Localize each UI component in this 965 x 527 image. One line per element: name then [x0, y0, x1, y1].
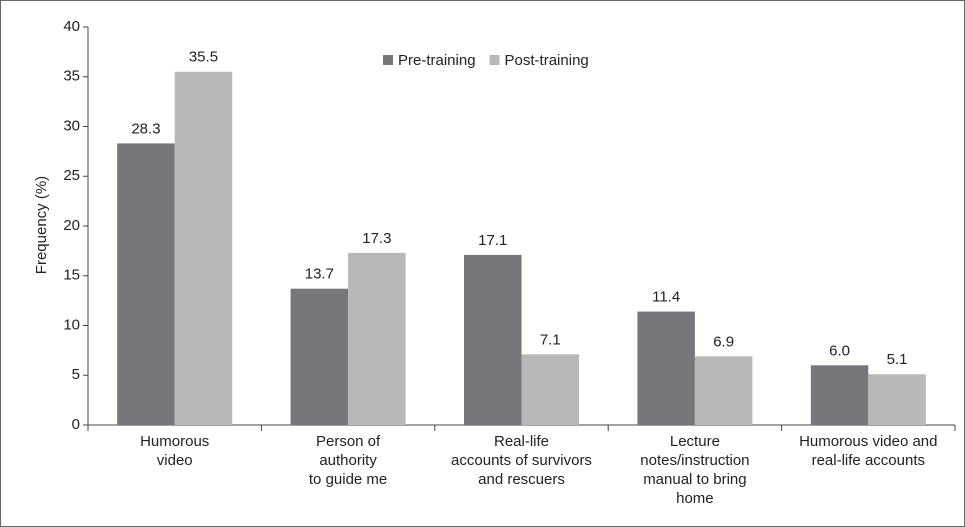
legend-label: Post-training	[505, 52, 589, 69]
x-tick-label: home	[676, 490, 714, 507]
bar	[174, 71, 233, 426]
value-label: 11.4	[652, 289, 680, 306]
bar	[637, 311, 695, 425]
bar	[290, 288, 349, 425]
bar	[810, 365, 869, 425]
y-tick-label: 10	[63, 316, 80, 333]
bar	[117, 143, 175, 426]
value-label: 6.0	[829, 342, 850, 359]
value-label: 13.7	[305, 266, 334, 283]
value-label: 5.1	[887, 351, 908, 368]
y-tick-label: 0	[72, 416, 80, 433]
value-label: 17.3	[362, 230, 391, 247]
x-tick-label: Humorous video and	[799, 433, 937, 450]
x-tick-label: and rescuers	[478, 471, 565, 488]
bar	[868, 374, 926, 425]
x-tick-label: notes/instruction	[640, 452, 749, 469]
x-tick-label: Lecture	[670, 433, 720, 450]
y-tick-label: 35	[63, 68, 80, 85]
x-tick-label: Humorous	[140, 433, 209, 450]
value-label: 28.3	[131, 120, 160, 137]
bar	[464, 254, 522, 425]
x-tick-label: accounts of survivors	[451, 452, 592, 469]
value-label: 7.1	[540, 331, 561, 348]
value-label: 6.9	[713, 333, 734, 350]
y-tick-label: 15	[63, 267, 80, 284]
x-tick-label: video	[157, 452, 193, 469]
x-tick-label: Real-life	[494, 433, 549, 450]
y-tick-label: 5	[72, 366, 80, 383]
y-tick-label: 25	[63, 167, 80, 184]
x-tick-label: manual to bring	[643, 471, 746, 488]
x-tick-label: authority	[319, 452, 377, 469]
legend-label: Pre-training	[398, 52, 476, 69]
y-tick-label: 40	[63, 18, 80, 35]
bar	[694, 356, 753, 425]
x-tick-label: real-life accounts	[812, 452, 925, 469]
value-label: 17.1	[478, 232, 507, 249]
x-tick-label: to guide me	[309, 471, 387, 488]
value-label: 35.5	[189, 49, 218, 66]
bar	[348, 252, 406, 425]
legend-swatch	[383, 55, 393, 65]
y-tick-label: 20	[63, 217, 80, 234]
y-axis-label: Frequency (%)	[33, 176, 50, 274]
x-tick-label: Person of	[316, 433, 381, 450]
y-tick-label: 30	[63, 117, 80, 134]
legend-swatch	[489, 55, 500, 65]
bar	[521, 354, 579, 425]
